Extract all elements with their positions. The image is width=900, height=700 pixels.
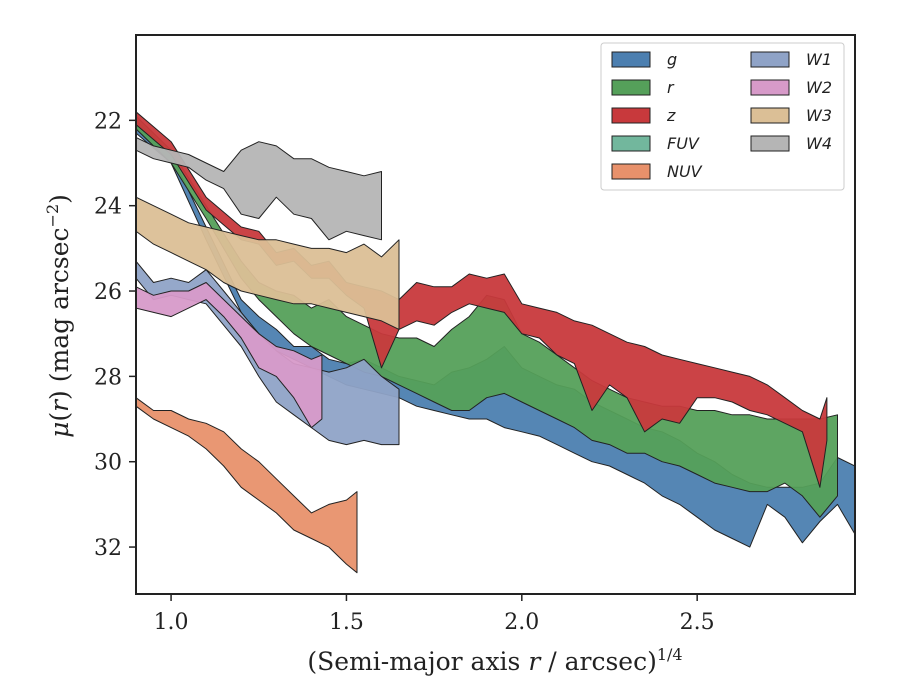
legend-swatch-w3 [750,107,790,124]
legend-swatch-nuv [611,163,651,180]
y-tick-label: 30 [94,451,122,476]
legend-label-z: z [666,106,676,125]
y-axis-label: μ(r) (mag arcsec−2) [43,194,74,438]
band-z [136,111,828,488]
legend: grz FUV NUV W1 W2 W3 W4 [600,42,845,191]
bands-layer [136,111,855,574]
legend-label-w4: W4 [806,134,832,153]
x-tick-label: 2.0 [504,610,539,635]
legend-label-fuv: FUV [667,134,700,153]
legend-swatch-z [611,107,651,124]
legend-swatch-r [611,79,651,96]
legend-label-w3: W3 [806,106,832,125]
legend-label-w1: W1 [806,50,832,69]
y-tick-label: 28 [94,365,122,390]
y-tick-label: 22 [94,109,122,134]
x-tick-label: 1.0 [154,610,189,635]
x-axis-label: (Semi-major axis r / arcsec)1/4 [307,645,682,676]
x-tick-label: 1.5 [329,610,364,635]
band-w3 [136,196,400,330]
legend-label-w2: W2 [806,78,832,97]
legend-swatch-fuv [611,135,651,152]
legend-swatch-w1 [750,51,790,68]
x-axis: 1.0 1.5 2.0 2.5 [154,594,715,635]
legend-swatch-g [611,51,651,68]
band-w4 [136,136,382,241]
legend-label-g: g [667,50,677,69]
legend-swatch-w2 [750,79,790,96]
y-tick-label: 32 [94,536,122,561]
band-w2 [136,282,323,429]
y-axis: 22 24 26 28 30 32 [94,109,136,561]
legend-swatch-w4 [750,135,790,152]
legend-label-r: r [667,78,675,97]
y-tick-label: 26 [94,280,122,305]
plot-frame [135,34,856,595]
x-tick-label: 2.5 [680,610,715,635]
y-tick-label: 24 [94,195,122,220]
band-nuv [136,397,358,574]
legend-label-nuv: NUV [667,162,703,181]
